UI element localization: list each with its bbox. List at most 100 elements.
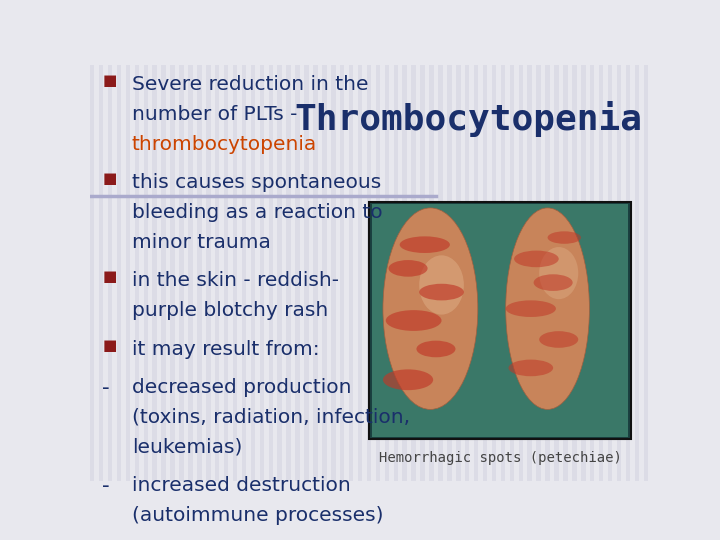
Bar	[224, 65, 228, 481]
Ellipse shape	[386, 310, 441, 331]
Ellipse shape	[389, 260, 428, 276]
Bar	[617, 65, 621, 481]
Bar	[456, 65, 461, 481]
Bar	[465, 65, 469, 481]
Text: -: -	[102, 378, 110, 398]
Ellipse shape	[534, 274, 572, 291]
Ellipse shape	[508, 360, 553, 376]
Bar	[608, 65, 612, 481]
Bar	[340, 65, 344, 481]
Bar	[242, 65, 246, 481]
Bar	[206, 65, 210, 481]
Bar	[179, 65, 184, 481]
Ellipse shape	[419, 255, 464, 315]
Ellipse shape	[400, 237, 450, 253]
Bar	[545, 65, 550, 481]
Bar	[260, 65, 264, 481]
Text: minor trauma: minor trauma	[132, 233, 271, 252]
Text: it may result from:: it may result from:	[132, 340, 320, 359]
Text: bleeding as a reaction to: bleeding as a reaction to	[132, 203, 382, 222]
Text: increased destruction: increased destruction	[132, 476, 351, 495]
Ellipse shape	[505, 300, 556, 317]
Bar	[349, 65, 354, 481]
Bar	[644, 65, 648, 481]
Text: ■: ■	[102, 171, 117, 186]
Text: (toxins, radiation, infection,: (toxins, radiation, infection,	[132, 408, 410, 427]
Text: this causes spontaneous: this causes spontaneous	[132, 173, 381, 192]
Text: ■: ■	[102, 269, 117, 285]
Bar	[143, 65, 148, 481]
Ellipse shape	[547, 231, 581, 244]
Bar	[153, 65, 157, 481]
Text: Hemorrhagic spots (petechiae): Hemorrhagic spots (petechiae)	[379, 451, 621, 465]
Bar	[322, 65, 327, 481]
Text: ■: ■	[102, 73, 117, 88]
Bar	[411, 65, 416, 481]
Ellipse shape	[383, 208, 478, 409]
Bar	[108, 65, 112, 481]
Ellipse shape	[539, 331, 578, 348]
Bar	[474, 65, 478, 481]
Bar	[376, 65, 380, 481]
Bar	[188, 65, 193, 481]
Bar	[171, 65, 175, 481]
Bar	[161, 65, 166, 481]
Text: (autoimmune processes): (autoimmune processes)	[132, 506, 383, 525]
Bar	[251, 65, 255, 481]
Bar	[366, 65, 372, 481]
Ellipse shape	[419, 284, 464, 300]
Text: ■: ■	[102, 338, 117, 353]
Bar	[331, 65, 336, 481]
Text: thrombocytopenia: thrombocytopenia	[132, 135, 317, 154]
Bar	[483, 65, 487, 481]
Ellipse shape	[416, 341, 456, 357]
Bar	[429, 65, 433, 481]
Text: purple blotchy rash: purple blotchy rash	[132, 301, 328, 320]
Bar	[590, 65, 595, 481]
Bar	[372, 204, 629, 437]
Bar	[215, 65, 220, 481]
Bar	[528, 65, 532, 481]
Text: decreased production: decreased production	[132, 378, 351, 397]
Bar	[277, 65, 282, 481]
Text: -: -	[102, 476, 110, 496]
Bar	[500, 65, 505, 481]
Bar	[554, 65, 559, 481]
Bar	[384, 65, 389, 481]
Bar	[563, 65, 567, 481]
Bar	[295, 65, 300, 481]
Bar	[90, 65, 94, 481]
Bar	[126, 65, 130, 481]
Ellipse shape	[505, 208, 590, 409]
Bar	[135, 65, 139, 481]
Bar	[233, 65, 238, 481]
Bar	[438, 65, 443, 481]
Bar	[394, 65, 398, 481]
Ellipse shape	[514, 251, 559, 267]
Bar	[197, 65, 202, 481]
Bar	[287, 65, 291, 481]
Bar	[99, 65, 104, 481]
Bar	[626, 65, 630, 481]
Bar	[572, 65, 577, 481]
Bar	[358, 65, 362, 481]
Bar	[402, 65, 407, 481]
Bar	[117, 65, 121, 481]
Bar	[510, 65, 514, 481]
Bar	[447, 65, 451, 481]
Text: leukemias): leukemias)	[132, 438, 242, 457]
Text: in the skin - reddish-: in the skin - reddish-	[132, 272, 339, 291]
Ellipse shape	[539, 247, 578, 299]
Bar	[492, 65, 496, 481]
Bar	[369, 202, 631, 439]
Bar	[581, 65, 585, 481]
Bar	[536, 65, 541, 481]
Text: number of PLTs -: number of PLTs -	[132, 105, 297, 124]
Bar	[313, 65, 318, 481]
Bar	[599, 65, 603, 481]
Text: Severe reduction in the: Severe reduction in the	[132, 75, 369, 94]
Bar	[269, 65, 273, 481]
Text: Thrombocytopenia: Thrombocytopenia	[294, 101, 642, 137]
Ellipse shape	[383, 369, 433, 390]
Bar	[420, 65, 425, 481]
